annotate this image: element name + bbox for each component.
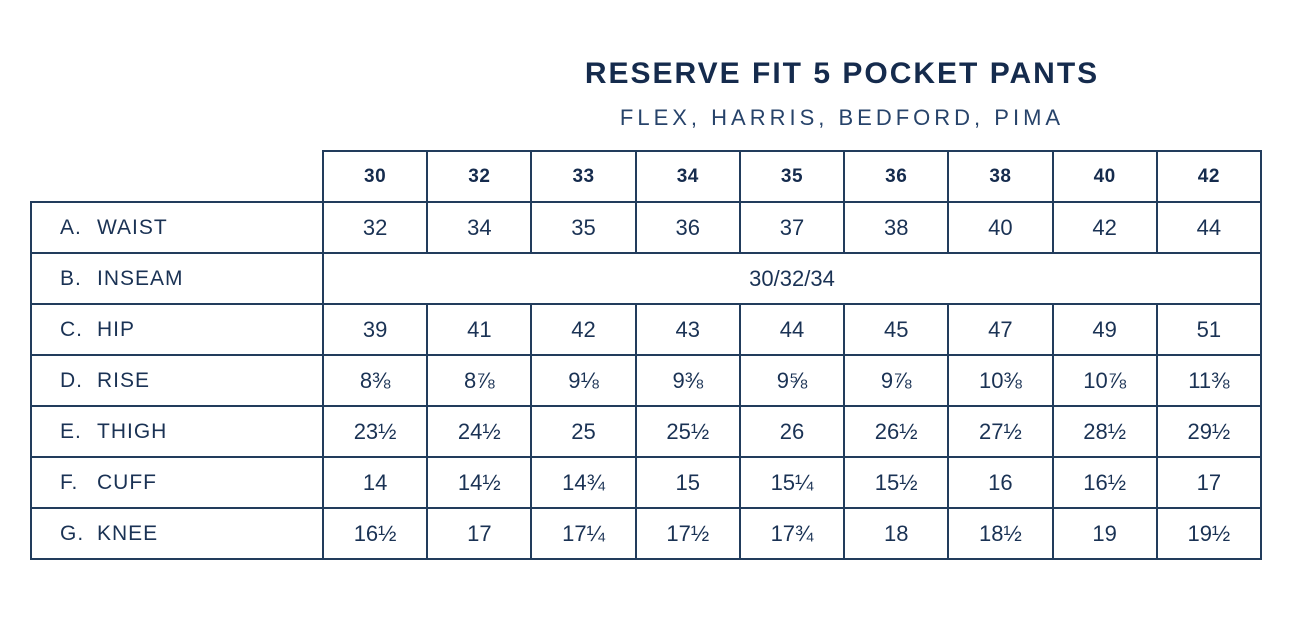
size-value-cell: 24½	[426, 405, 533, 458]
size-value-cell: 43	[634, 303, 741, 356]
size-value-cell: 10⅞	[1051, 354, 1158, 407]
size-value-cell: 37	[738, 201, 846, 254]
size-value-cell: 14	[321, 456, 429, 509]
size-value-cell: 23½	[321, 405, 429, 458]
size-column-header: 38	[947, 150, 1054, 203]
size-value-cell: 38	[843, 201, 950, 254]
row-label-letter: A.	[60, 215, 82, 239]
size-value-cell: 25½	[634, 405, 741, 458]
row-label: G. KNEE	[30, 507, 324, 560]
table-corner-blank	[31, 151, 323, 202]
size-value-cell: 16	[947, 456, 1054, 509]
size-value-cell: 35	[530, 201, 637, 254]
row-label: E. THIGH	[30, 405, 324, 458]
row-label-name: KNEE	[97, 521, 159, 545]
size-value-cell: 9⅛	[530, 354, 637, 407]
row-label-name: CUFF	[97, 470, 157, 494]
size-value-cell: 47	[947, 303, 1054, 356]
row-label-letter: E.	[60, 419, 82, 443]
row-label-name: INSEAM	[97, 266, 184, 290]
size-value-cell: 9⅞	[843, 354, 950, 407]
size-column-header: 40	[1051, 150, 1158, 203]
size-value-cell: 42	[530, 303, 637, 356]
size-value-cell: 8⅜	[321, 354, 429, 407]
table-row: D. RISE 8⅜ 8⅞ 9⅛ 9⅜ 9⅝ 9⅞ 10⅜ 10⅞ 11⅜	[30, 354, 1263, 407]
row-label-letter: G.	[60, 521, 85, 545]
size-value-cell: 26	[738, 405, 846, 458]
size-value-cell: 28½	[1051, 405, 1158, 458]
row-label-letter: D.	[60, 368, 83, 392]
size-chart-header: 30 32 33 34 35 36 38 40 42	[31, 150, 1263, 203]
size-value-cell: 27½	[947, 405, 1054, 458]
size-value-cell: 14½	[426, 456, 533, 509]
size-column-header: 35	[738, 150, 846, 203]
size-value-cell: 17	[1155, 456, 1263, 509]
size-column-header: 30	[321, 150, 429, 203]
size-value-cell: 45	[843, 303, 950, 356]
size-value-cell: 9⅝	[738, 354, 846, 407]
size-value-cell: 29½	[1155, 405, 1263, 458]
merged-value-cell: 30/32/34	[322, 252, 1262, 305]
size-value-cell: 42	[1051, 201, 1158, 254]
size-column-header: 33	[530, 150, 637, 203]
table-row: A. WAIST 32 34 35 36 37 38 40 42 44	[30, 201, 1263, 254]
size-column-header: 42	[1155, 150, 1263, 203]
size-value-cell: 51	[1155, 303, 1263, 356]
table-row: E. THIGH 23½ 24½ 25 25½ 26 26½ 27½ 28½ 29½	[30, 405, 1263, 458]
row-label-letter: C.	[60, 317, 83, 341]
size-value-cell: 17¼	[530, 507, 637, 560]
size-value-cell: 17½	[634, 507, 741, 560]
row-label-name: HIP	[97, 317, 136, 341]
size-value-cell: 44	[738, 303, 846, 356]
size-value-cell: 15	[634, 456, 741, 509]
table-row: F. CUFF 14 14½ 14¾ 15 15¼ 15½ 16 16½ 17	[30, 456, 1263, 509]
size-value-cell: 8⅞	[426, 354, 533, 407]
size-value-cell: 32	[321, 201, 429, 254]
size-value-cell: 39	[321, 303, 429, 356]
size-value-cell: 17¾	[738, 507, 846, 560]
row-label-letter: B.	[60, 266, 82, 290]
size-value-cell: 15¼	[738, 456, 846, 509]
row-label-name: RISE	[97, 368, 151, 392]
size-column-header: 36	[843, 150, 950, 203]
size-value-cell: 10⅜	[947, 354, 1054, 407]
size-value-cell: 14¾	[530, 456, 637, 509]
page-title: RESERVE FIT 5 POCKET PANTS	[584, 57, 1100, 90]
row-label: D. RISE	[30, 354, 324, 407]
size-value-cell: 19	[1051, 507, 1158, 560]
page-subtitle: FLEX, HARRIS, BEDFORD, PIMA	[619, 105, 1065, 130]
size-value-cell: 26½	[843, 405, 950, 458]
size-chart-body: A. WAIST 32 34 35 36 37 38 40 42 44 B. INSEAM 30/32/3…	[30, 201, 1263, 560]
size-value-cell: 49	[1051, 303, 1158, 356]
size-value-cell: 18	[843, 507, 950, 560]
row-label: C. HIP	[30, 303, 324, 356]
row-label-name: WAIST	[97, 215, 168, 239]
row-label-letter: F.	[60, 470, 79, 494]
size-value-cell: 34	[426, 201, 533, 254]
size-value-cell: 15½	[843, 456, 950, 509]
row-label: F. CUFF	[30, 456, 324, 509]
size-value-cell: 18½	[947, 507, 1054, 560]
table-row: C. HIP 39 41 42 43 44 45 47 49 51	[30, 303, 1263, 356]
size-column-header: 32	[426, 150, 533, 203]
header-row: 30 32 33 34 35 36 38 40 42	[31, 150, 1263, 203]
table-row: G. KNEE 16½ 17 17¼ 17½ 17¾ 18 18½ 19 19½	[30, 507, 1263, 560]
row-label-name: THIGH	[97, 419, 168, 443]
size-chart-table: 30 32 33 34 35 36 38 40 42 A. WAIST 32 34 35 36 37 38 40…	[30, 150, 1263, 560]
size-value-cell: 17	[426, 507, 533, 560]
row-label: B. INSEAM	[30, 252, 324, 305]
size-value-cell: 41	[426, 303, 533, 356]
size-value-cell: 44	[1155, 201, 1263, 254]
size-value-cell: 40	[947, 201, 1054, 254]
size-value-cell: 9⅜	[634, 354, 741, 407]
row-label: A. WAIST	[30, 201, 324, 254]
size-value-cell: 25	[530, 405, 637, 458]
size-value-cell: 19½	[1155, 507, 1263, 560]
size-value-cell: 36	[634, 201, 741, 254]
table-row: B. INSEAM 30/32/34	[30, 252, 1262, 305]
size-value-cell: 16½	[321, 507, 429, 560]
size-value-cell: 16½	[1051, 456, 1158, 509]
size-column-header: 34	[634, 150, 741, 203]
size-value-cell: 11⅜	[1155, 354, 1263, 407]
